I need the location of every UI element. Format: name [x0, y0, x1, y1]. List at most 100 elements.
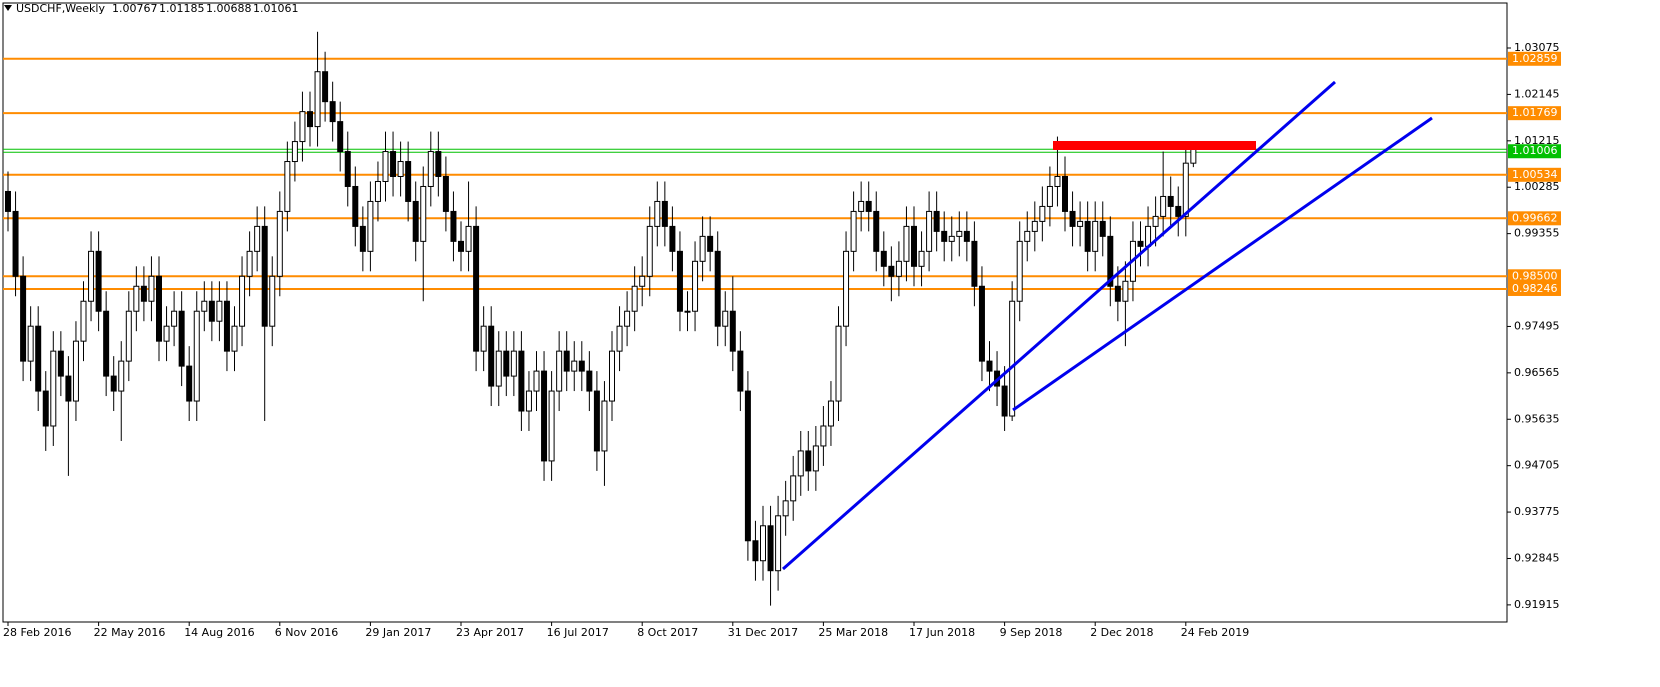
candle-body [593, 390, 600, 452]
candle-body [820, 425, 827, 447]
candle-body [1077, 220, 1084, 227]
candle-body [1122, 280, 1129, 302]
candle-body [729, 310, 736, 352]
candle-body [156, 275, 162, 342]
candle-body [646, 225, 653, 277]
candle-body [458, 240, 464, 252]
candle-body [1024, 230, 1031, 242]
candle-body [299, 111, 306, 143]
x-tick-label: 22 May 2016 [94, 626, 166, 639]
candle-body [843, 250, 850, 327]
candle-body [80, 300, 87, 342]
candle-body [390, 151, 397, 177]
candle-body [533, 370, 540, 392]
candle-body [1160, 195, 1167, 217]
candle-body [1175, 205, 1182, 217]
x-tick-label: 6 Nov 2016 [275, 626, 338, 639]
candle-body [178, 310, 185, 367]
candle-body [442, 175, 449, 212]
candle-body [518, 350, 525, 412]
candle-body [254, 225, 261, 252]
level-label: 1.02859 [1512, 52, 1558, 65]
candle-body [858, 200, 865, 212]
candle-body [382, 151, 389, 182]
candle-body [473, 225, 480, 352]
y-tick-label: 1.03075 [1514, 41, 1560, 54]
level-label: 1.00534 [1512, 168, 1558, 181]
candle-body [963, 230, 970, 242]
candle-body [307, 111, 313, 128]
candle-body [488, 325, 495, 387]
candle-body [624, 310, 631, 327]
candle-body [888, 265, 895, 277]
candle-body [835, 325, 842, 402]
bid-label: 1.01006 [1512, 144, 1558, 157]
candle-body [744, 390, 751, 542]
candle-body [676, 250, 683, 312]
candle-body [669, 225, 676, 252]
candle-body [714, 250, 721, 327]
candle-body [314, 71, 321, 128]
candle-body [548, 390, 555, 462]
candle-body [563, 350, 570, 372]
candle-body [865, 200, 872, 212]
candle-body [322, 71, 329, 103]
candle-body [42, 390, 49, 427]
candle-body [654, 200, 661, 227]
candle-body [1145, 225, 1152, 247]
candle-body [986, 360, 993, 372]
plot-frame [2, 2, 1508, 623]
candle-body [412, 200, 419, 242]
candle-body [12, 210, 19, 277]
y-tick-label: 1.02145 [1514, 87, 1560, 100]
level-label: 1.01769 [1512, 106, 1558, 119]
candle-body [88, 250, 95, 302]
candle-body [239, 275, 246, 327]
candle-body [1107, 235, 1114, 287]
candle-body [941, 230, 948, 242]
candle-body [1099, 220, 1106, 237]
candle-body [525, 390, 532, 412]
candle-body [609, 350, 615, 402]
candle-body [1167, 195, 1174, 207]
x-tick-label: 16 Jul 2017 [547, 626, 609, 639]
candle-body [1016, 240, 1023, 302]
candle-body [1046, 185, 1053, 207]
candle-body [374, 180, 381, 202]
candle-body [118, 360, 125, 392]
candle-body [926, 210, 933, 252]
candle-body [125, 310, 132, 362]
candle-body [1182, 162, 1189, 217]
y-tick-label: 0.96565 [1514, 366, 1560, 379]
candle-body [223, 300, 230, 352]
candle-body [1031, 220, 1038, 232]
candle-body [269, 275, 276, 327]
y-tick-label: 0.92845 [1514, 551, 1560, 564]
candle-body [231, 325, 238, 352]
candle-body [72, 340, 79, 402]
candle-body [616, 325, 623, 352]
candle-body [103, 310, 110, 377]
candle-body [578, 360, 585, 372]
candle-body [722, 310, 729, 327]
candle-body [276, 210, 283, 277]
x-tick-label: 28 Feb 2016 [3, 626, 71, 639]
y-tick-label: 1.00285 [1514, 180, 1560, 193]
candle-body [435, 151, 442, 177]
candle-body [495, 350, 502, 387]
candle-body [571, 360, 578, 372]
candle-body [405, 161, 412, 202]
candle-body [503, 350, 510, 377]
annotations [782, 80, 1433, 571]
x-tick-label: 24 Feb 2019 [1181, 626, 1249, 639]
y-tick-label: 1.01215 [1514, 134, 1560, 147]
x-tick-label: 2 Dec 2018 [1090, 626, 1153, 639]
candle-body [450, 210, 457, 242]
x-tick-label: 17 Jun 2018 [909, 626, 975, 639]
x-tick-label: 23 Apr 2017 [456, 626, 524, 639]
candle-body [284, 161, 291, 212]
y-tick-label: 0.99355 [1514, 227, 1560, 240]
candle-body [329, 101, 336, 123]
x-tick-label: 14 Aug 2016 [184, 626, 254, 639]
menu-arrow[interactable] [4, 5, 12, 11]
